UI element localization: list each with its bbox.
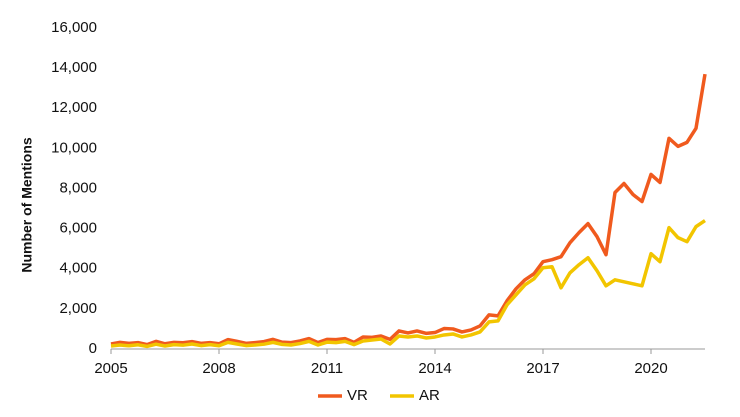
x-tick-label: 2008 (202, 360, 235, 377)
y-tick-label: 10,000 (51, 139, 97, 156)
legend-label: AR (419, 387, 440, 404)
y-tick-label: 14,000 (51, 59, 97, 76)
x-tick-label: 2005 (94, 360, 127, 377)
y-tick-label: 16,000 (51, 19, 97, 36)
y-tick-label: 12,000 (51, 99, 97, 116)
y-axis-label: Number of Mentions (19, 137, 35, 273)
line-series (110, 219, 706, 349)
y-tick-label: 4,000 (59, 260, 97, 277)
y-tick-label: 2,000 (59, 300, 97, 317)
x-tick-label: 2017 (526, 360, 559, 377)
legend-label: VR (347, 387, 368, 404)
y-tick-label: 6,000 (59, 220, 97, 237)
line-series (110, 73, 707, 347)
y-tick-label: 0 (89, 340, 97, 357)
x-tick-label: 2020 (634, 360, 667, 377)
x-tick-label: 2011 (311, 360, 343, 377)
x-tick-label: 2014 (418, 360, 451, 377)
y-tick-label: 8,000 (59, 179, 97, 196)
